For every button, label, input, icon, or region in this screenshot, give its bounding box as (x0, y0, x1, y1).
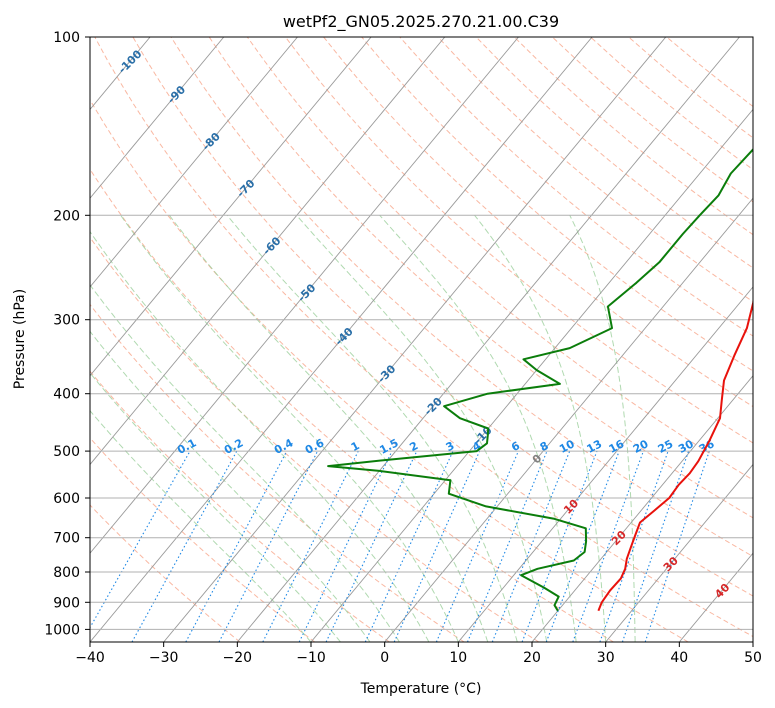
moist-adiabat (296, 214, 548, 642)
y-tick-label: 300 (53, 313, 80, 329)
mixing-ratio-label: 20 (631, 437, 651, 456)
plot-area (90, 37, 753, 642)
mixing-ratio-labels: 0.1 0.2 0.4 0.6 1 1.5 2 3 4 6 8 10 13 16 20 25 30 36 (175, 436, 717, 457)
dry-adiabat (285, 37, 753, 444)
dry-adiabat (90, 168, 614, 642)
dry-adiabat (90, 504, 241, 642)
x-axis: −40 −30 −20 −10 0 10 20 30 40 50 (75, 642, 762, 666)
skewed-isotherm (90, 37, 225, 199)
skewed-isotherm (236, 37, 740, 642)
y-tick-label: 700 (53, 531, 80, 547)
plot-frame (89, 36, 754, 643)
skewed-isotherm (90, 37, 519, 554)
mixing-ratio-line (325, 450, 418, 642)
background-lines (90, 37, 753, 642)
mixing-ratio-line (131, 450, 238, 642)
y-tick-label: 200 (53, 208, 80, 224)
dry-adiabat (246, 37, 753, 481)
mixing-ratio-line (90, 450, 191, 629)
moist-adiabat (90, 284, 400, 642)
moist-adiabat (90, 230, 430, 642)
mixing-ratio-label: 16 (607, 437, 627, 456)
skewed-isotherm (531, 375, 753, 642)
y-tick-label: 400 (53, 387, 80, 403)
moist-adiabat (90, 410, 312, 642)
mixing-ratio-line (435, 450, 519, 642)
dry-adiabat (90, 437, 316, 642)
skewed-isotherm (457, 286, 753, 642)
mixing-ratio-line (393, 450, 481, 642)
dry-adiabat (132, 37, 753, 597)
x-tick-label: 20 (523, 650, 541, 666)
x-tick-label: −40 (75, 650, 105, 666)
x-tick-label: 30 (597, 650, 615, 666)
dry-adiabat (90, 236, 540, 642)
dewpoint-profile (327, 148, 753, 612)
skewed-isotherm (90, 37, 372, 377)
x-tick-label: 50 (744, 650, 762, 666)
x-tick-label: 10 (449, 650, 467, 666)
y-tick-label: 800 (53, 565, 80, 581)
y-tick-label: 500 (53, 444, 80, 460)
mixing-ratio-line (621, 450, 690, 642)
moist-adiabat (90, 330, 371, 642)
skewed-isotherm (90, 37, 298, 288)
mixing-ratio-label: 13 (585, 437, 605, 456)
mixing-ratio-line (599, 450, 669, 642)
moist-adiabat (379, 214, 577, 642)
mixing-ratio-label: 25 (656, 437, 676, 456)
skewed-isotherm (163, 37, 667, 642)
skewed-isotherm (90, 37, 446, 466)
skewed-isotherm (310, 108, 753, 642)
sounding-profiles (327, 148, 753, 612)
chart-title: wetPf2_GN05.2025.270.21.00.C39 (283, 12, 559, 32)
skewed-isotherm (90, 37, 593, 642)
x-tick-label: 0 (380, 650, 389, 666)
mixing-ratio-line (644, 450, 710, 642)
moist-adiabat (90, 372, 341, 642)
temperature-profile (597, 299, 753, 612)
dry-adiabat (399, 37, 753, 337)
dry-adiabat (437, 37, 753, 303)
y-axis: 100 200 300 400 500 600 700 800 900 1000 (44, 30, 90, 638)
y-tick-label: 900 (53, 595, 80, 611)
dry-adiabat (90, 303, 465, 642)
x-tick-label: −10 (296, 650, 326, 666)
y-tick-label: 100 (53, 30, 80, 46)
x-tick-label: −20 (223, 650, 253, 666)
moist-adiabat (474, 214, 607, 642)
mixing-ratio-label: 10 (557, 437, 577, 456)
dry-adiabat (361, 37, 753, 372)
mixing-ratio-line (466, 450, 548, 642)
mixing-ratio-line (298, 450, 393, 642)
x-axis-label: Temperature (°C) (360, 681, 482, 697)
mixing-ratio-line (364, 450, 454, 642)
moist-adiabat (120, 215, 459, 642)
x-tick-label: −30 (149, 650, 179, 666)
moist-adiabat (569, 215, 636, 642)
skewed-isotherm (605, 463, 753, 642)
mixing-ratio-label: 30 (676, 437, 696, 456)
moist-adiabat (226, 214, 518, 642)
y-tick-label: 600 (53, 491, 80, 507)
dry-adiabat (94, 37, 753, 638)
x-tick-label: 40 (670, 650, 688, 666)
y-tick-label: 1000 (44, 622, 80, 638)
dry-adiabat (170, 37, 753, 558)
y-axis-label: Pressure (hPa) (12, 289, 28, 389)
skewed-isotherm (384, 197, 753, 642)
pressure-grid (90, 37, 753, 630)
dry-adiabat (208, 37, 753, 519)
